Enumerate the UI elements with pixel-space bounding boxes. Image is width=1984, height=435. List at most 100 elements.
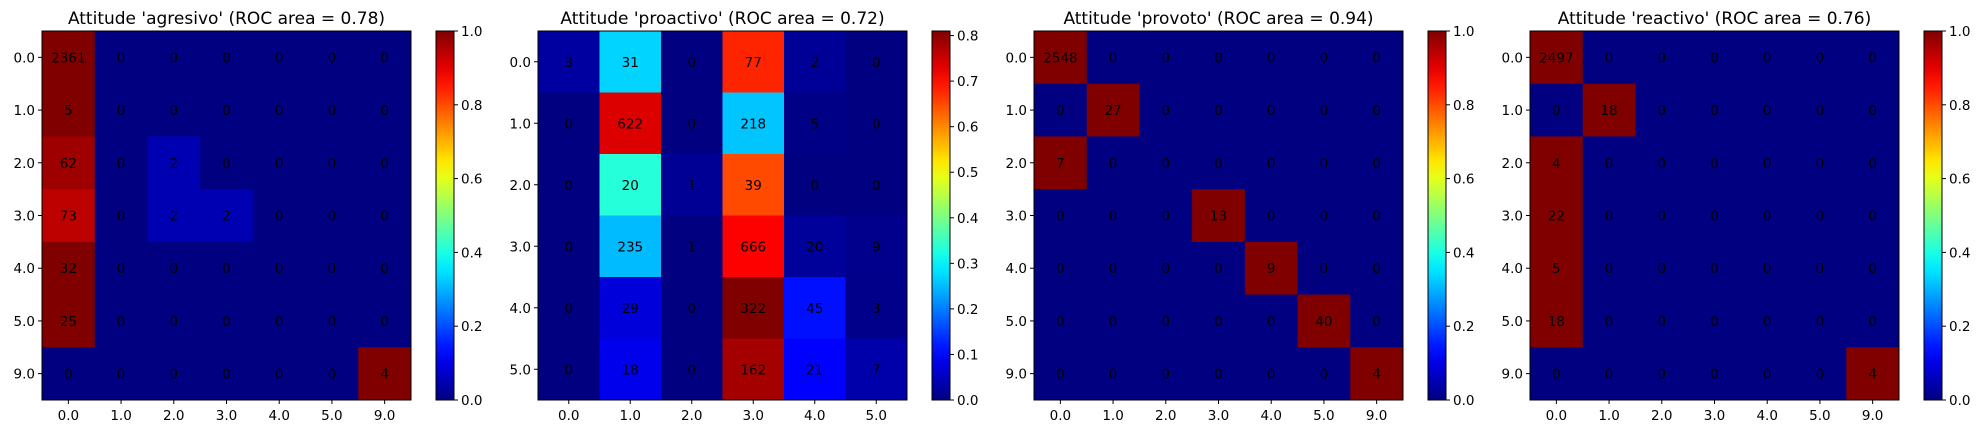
cell-value-label: 0 [117,103,126,119]
x-tick-label: 5.0 [1809,408,1830,424]
cell-value-label: 218 [740,116,766,132]
heatmap-cell [200,347,254,401]
heatmap-cell [42,294,96,348]
colorbar [1924,31,1942,400]
heatmap-cell [1139,31,1193,85]
cell-value-label: 0 [1657,367,1666,383]
cell-value-label: 0 [1710,367,1719,383]
cell-value-label: 0 [117,261,126,277]
heatmap-cell [42,31,96,85]
cell-value-label: 0 [169,103,178,119]
y-tick-label: 5.0 [14,314,35,330]
heatmap-cell [784,215,846,278]
cell-value-label: 0 [117,209,126,225]
heatmap-cell [1350,136,1404,190]
y-tick-label: 9.0 [1006,367,1027,383]
cell-value-label: 0 [1109,261,1118,277]
cell-value-label: 0 [275,261,284,277]
cell-value-label: 0 [1816,261,1825,277]
cell-value-label: 2 [222,209,231,225]
cell-value-label: 0 [275,50,284,66]
heatmap-cell [599,154,662,216]
cell-value-label: 0 [1868,209,1877,225]
heatmap-cell [784,338,846,401]
heatmap-cell [599,31,662,93]
heatmap-cell [1244,294,1299,348]
cell-value-label: 0 [1109,314,1118,330]
heatmap-cell [1846,347,1900,401]
cell-value-label: 0 [380,209,389,225]
cell-value-label: 0 [169,261,178,277]
cell-value-label: 39 [745,178,762,194]
heatmap-cell [1034,347,1088,401]
heatmap-cell [1635,241,1689,296]
heatmap-cell [1740,347,1795,401]
cell-value-label: 3 [564,55,573,71]
x-tick-label: 5.0 [321,408,342,424]
heatmap-cell [1688,31,1742,85]
cell-value-label: 0 [1763,314,1772,330]
heatmap-cell [305,31,359,85]
heatmap-cell [1530,241,1584,296]
cell-value-label: 21 [806,362,823,378]
heatmap-cell [1530,189,1584,243]
colorbar-tick-label: 0.8 [957,29,978,45]
heatmap-cell [1530,294,1584,348]
cell-value-label: 1 [687,239,696,255]
heatmap-cell [1846,31,1900,85]
cell-value-label: 0 [1605,367,1614,383]
cell-value-label: 0 [1372,314,1381,330]
colorbar [1428,31,1446,400]
heatmap-cell [1846,189,1900,243]
cell-value-label: 0 [1056,367,1065,383]
cell-value-label: 0 [1763,367,1772,383]
heatmap-cell [147,136,201,190]
heatmap-cell [1582,189,1636,243]
heatmap-cell [1793,347,1847,401]
cell-value-label: 4 [1552,156,1561,172]
heatmap-cell [1350,241,1404,296]
heatmap-cell [1350,347,1404,401]
heatmap-cell [1297,189,1351,243]
cell-value-label: 0 [1763,50,1772,66]
cell-value-label: 0 [117,156,126,172]
cell-value-label: 0 [1816,314,1825,330]
heatmap-cell [845,277,908,339]
cell-value-label: 0 [1868,156,1877,172]
cell-value-label: 2 [169,156,178,172]
cell-value-label: 0 [1868,314,1877,330]
cell-value-label: 0 [380,103,389,119]
cell-value-label: 0 [1657,156,1666,172]
heatmap-cell [305,189,359,243]
heatmap-panel-1: Attitude 'proactivo' (ROC area = 0.72) 3 3… [510,9,979,424]
y-tick-label: 4.0 [1006,261,1027,277]
y-tick-label: 2.0 [1502,156,1523,172]
heatmap-cell [1530,83,1584,137]
heatmap-cell [1846,294,1900,348]
y-tick-label: 0.0 [510,55,531,71]
cell-value-label: 0 [872,55,881,71]
cell-value-label: 0 [117,314,126,330]
heatmap-cell [1350,31,1404,85]
cell-value-label: 0 [328,50,337,66]
heatmap-cell [1192,294,1246,348]
cell-value-label: 0 [1605,314,1614,330]
cell-value-label: 0 [1868,103,1877,119]
heatmap-cell [538,215,600,278]
heatmap-cell [538,31,600,93]
x-tick-label: 2.0 [1155,408,1176,424]
cell-value-label: 0 [1161,50,1170,66]
x-tick-label: 3.0 [743,408,764,424]
colorbar-frame [435,30,455,401]
cell-value-label: 0 [1161,261,1170,277]
cell-value-label: 3 [872,301,881,317]
heatmap-cell [538,338,600,401]
heatmap-cell [1740,83,1795,137]
heatmap-cell [305,347,359,401]
cell-value-label: 0 [810,178,819,194]
heatmap-cell [1139,83,1193,137]
heatmap-cell [538,154,600,216]
heatmap-cell [42,136,96,190]
colorbar-tick-label: 0.8 [1949,98,1970,114]
x-tick-label: 2.0 [1651,408,1672,424]
